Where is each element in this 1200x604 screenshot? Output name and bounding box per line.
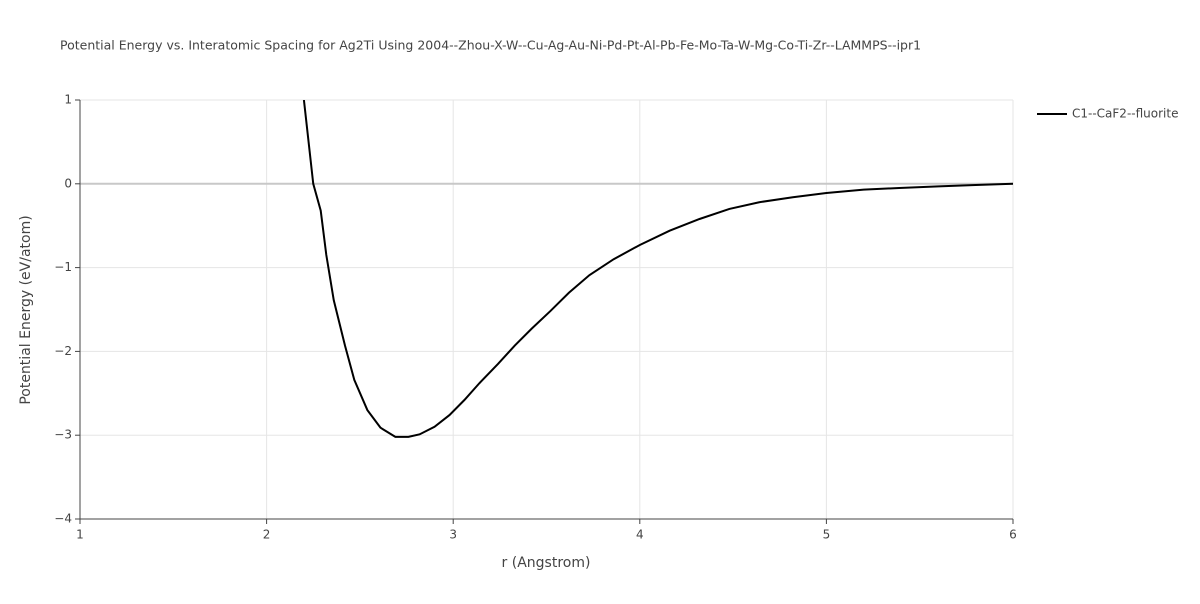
y-tick-label: 0 [64,176,72,190]
series-line [302,100,1013,438]
x-tick-label: 3 [449,528,457,542]
grid [75,99,1014,524]
x-tick-label: 5 [823,528,831,542]
x-tick-label: 6 [1009,528,1017,542]
legend-label: C1--CaF2--fluorite [1072,107,1178,121]
y-tick-label: −3 [54,428,72,442]
x-tick-label: 2 [263,528,271,542]
x-tick-label: 1 [76,528,84,542]
lines [302,100,1013,438]
y-tick-label: −2 [54,344,72,358]
y-tick-label: −1 [54,260,72,274]
x-tick-label: 4 [636,528,644,542]
y-tick-label: 1 [64,93,72,107]
y-axis-label: Potential Energy (eV/atom) [18,215,34,404]
x-axis-label: r (Angstrom) [502,555,591,571]
chart-title: Potential Energy vs. Interatomic Spacing… [60,38,921,53]
y-tick-label: −4 [54,512,72,526]
